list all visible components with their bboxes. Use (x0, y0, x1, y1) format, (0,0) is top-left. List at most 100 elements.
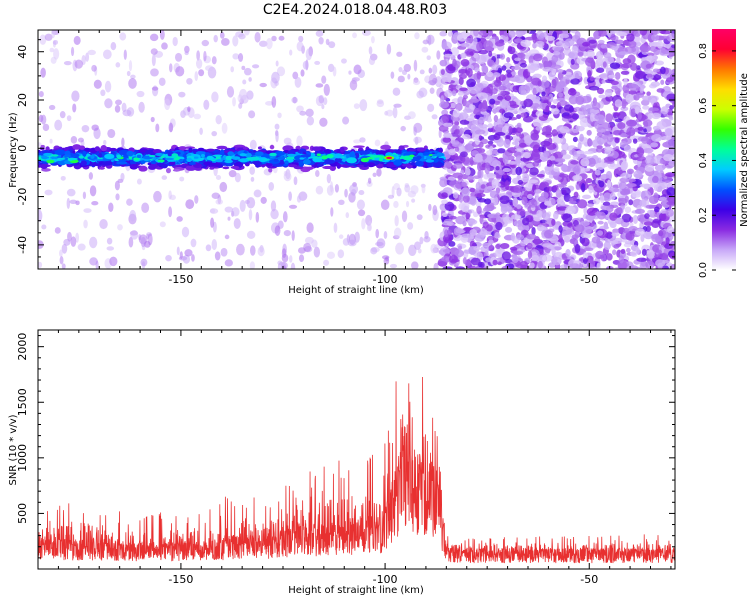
spectrogram-cell (580, 157, 590, 167)
spectrogram-cell (144, 240, 151, 248)
spectrogram-cell (51, 30, 56, 39)
spectrogram-cell (40, 114, 47, 125)
spectrogram-cell (546, 244, 555, 249)
spectrogram-cell (444, 53, 454, 58)
spectrogram-cell (349, 184, 359, 195)
colorbar-tick-label: 0.0 (698, 262, 709, 278)
spectrogram-cell (404, 184, 411, 193)
spectrogram-cell (512, 255, 519, 264)
spectrogram-cell (371, 35, 375, 44)
spectrogram-cell (484, 162, 490, 169)
spectrogram-cell (104, 80, 112, 93)
spectrogram-cell (545, 125, 552, 133)
spectrogram-cell (136, 178, 142, 185)
spectrogram-cell (41, 224, 47, 230)
spectrogram-cell (643, 221, 653, 226)
spectrogram-cell (551, 129, 558, 137)
spectrogram-cell (661, 135, 672, 141)
spectrogram-cell (83, 219, 88, 229)
spectrogram-cell (623, 227, 630, 234)
spectrogram-cell (408, 148, 417, 152)
spectrogram-cell (645, 260, 655, 269)
spectrogram-cell (315, 30, 324, 37)
spectrogram-cell (586, 203, 594, 208)
spectrogram-cell (626, 168, 634, 175)
spectrogram-cell (470, 257, 481, 266)
spectrogram-cell (257, 146, 262, 150)
spectrogram-cell (619, 133, 630, 138)
spectrogram-cell (646, 125, 652, 132)
spectrogram-cell (493, 79, 502, 87)
spectrogram-cell (550, 64, 562, 69)
spectrogram-ytick-label: 40 (16, 45, 29, 59)
spectrogram-cell (342, 238, 350, 246)
spectrogram-cell (662, 153, 674, 162)
spectrogram-cell (218, 164, 224, 168)
spectrogram-cell (392, 106, 398, 119)
spectrogram-cell (314, 60, 321, 65)
spectrogram-cell (165, 254, 172, 262)
spectrogram-cell (103, 139, 107, 146)
spectrogram-cell (646, 249, 655, 259)
spectrogram-cell (126, 198, 133, 206)
spectrogram-cell (494, 41, 505, 47)
spectrogram-cell (458, 194, 464, 203)
spectrogram-cell (597, 55, 603, 63)
spectrogram-cell (169, 63, 173, 73)
spectrogram-cell (414, 32, 420, 40)
spectrogram-cell (573, 165, 581, 175)
spectrogram-cell (315, 83, 324, 88)
spectrogram-cell (110, 42, 117, 51)
spectrogram-cell (303, 242, 312, 253)
spectrogram-cell (514, 57, 521, 62)
figure-title: C2E4.2024.018.04.48.R03 (263, 2, 447, 18)
spectrogram-cell (469, 196, 477, 206)
spectrogram-cell (487, 140, 494, 145)
spectrogram-cell (391, 186, 395, 198)
spectrogram-cell (221, 37, 230, 46)
spectrogram-cell (492, 196, 499, 206)
spectrogram-cell (596, 67, 605, 73)
spectrogram-cell (629, 222, 634, 227)
spectrogram-cell (410, 185, 419, 195)
spectrogram-cell (516, 234, 525, 241)
spectrogram-cell (368, 46, 373, 55)
spectrogram-cell (159, 30, 165, 40)
spectrogram-cell (630, 108, 637, 118)
spectrogram-cell (579, 133, 584, 142)
spectrogram-cell (265, 101, 274, 106)
spectrogram-cell (457, 112, 469, 120)
spectrogram-cell (523, 98, 533, 108)
spectrogram-cell (584, 226, 593, 234)
spectrogram-cell (291, 230, 295, 242)
spectrogram-cell (486, 71, 494, 78)
spectrogram-cell (583, 247, 594, 252)
spectrogram-cell (522, 151, 531, 159)
spectrogram-cell (149, 33, 159, 42)
spectrogram-cell (413, 126, 417, 136)
spectrogram-cell (38, 91, 44, 98)
spectrogram-cell (574, 224, 585, 233)
spectrogram-cell (623, 144, 632, 152)
spectrogram-cell (442, 161, 453, 168)
spectrogram-cell (496, 138, 505, 147)
spectrogram-cell (512, 250, 524, 255)
spectrogram-cell (651, 133, 663, 143)
spectrogram-hotspot (425, 159, 435, 163)
spectrogram-cell (629, 83, 640, 92)
spectrogram-cell (590, 112, 595, 122)
spectrogram-cell (254, 31, 261, 43)
spectrogram-cell (462, 108, 473, 114)
spectrogram-cell (443, 132, 453, 139)
spectrogram-cell (564, 38, 575, 47)
spectrogram-cell (156, 162, 163, 166)
spectrogram-cell (302, 60, 309, 70)
spectrogram-cell (602, 61, 607, 68)
spectrogram-cell (563, 86, 570, 96)
spectrogram-cell (227, 151, 235, 156)
spectrogram-cell (249, 261, 255, 269)
spectrogram-cell (660, 66, 666, 75)
spectrogram-cell (582, 257, 588, 265)
spectrogram-cell (348, 70, 352, 75)
